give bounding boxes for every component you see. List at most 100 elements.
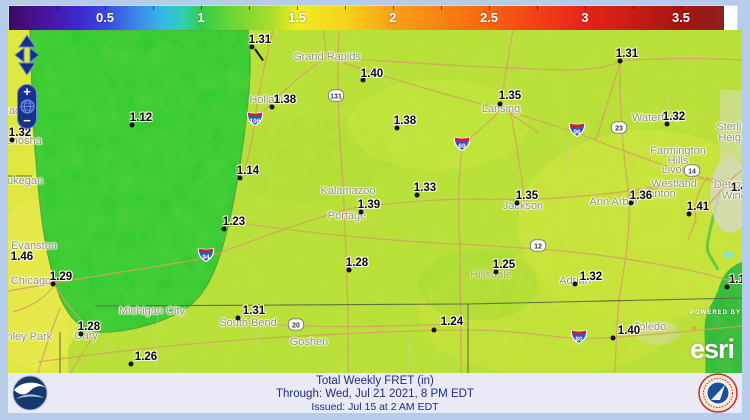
scale-tick: [297, 6, 298, 10]
fret-value-label: 1.33: [413, 182, 437, 194]
fret-value-label: 1.40: [617, 325, 641, 337]
data-point-dot: [235, 315, 241, 321]
data-point-dot: [50, 281, 56, 287]
fret-value-label: 1.31: [248, 34, 272, 46]
city-label: Waterford: [632, 112, 680, 124]
interstate-shield: 69: [453, 136, 472, 157]
us-route-shield: 14: [683, 164, 701, 182]
data-point-dot: [628, 200, 634, 206]
map-title: Total Weekly FRET (in): [316, 375, 434, 387]
data-point-dot: [9, 137, 15, 143]
pan-control[interactable]: [14, 34, 40, 76]
zoom-out-button[interactable]: −: [23, 113, 31, 128]
city-label: Kalamazoo: [320, 185, 376, 197]
scale-label: 2.5: [479, 10, 499, 25]
svg-text:131: 131: [330, 94, 342, 101]
data-point-dot: [414, 192, 420, 198]
fret-value-label: 1.12: [129, 112, 153, 124]
fret-value-label: 1.38: [273, 94, 297, 106]
city-label: Hills: [667, 155, 689, 167]
scale-tick: [585, 6, 586, 10]
fret-value-label: 1.39: [357, 199, 381, 211]
fret-value-label: 1.35: [515, 190, 539, 202]
scale-tick: [681, 6, 682, 10]
city-label: Ann Arbor: [589, 196, 639, 208]
fret-value-label: 1.28: [345, 257, 369, 269]
powered-by-label: POWERED BY: [690, 310, 742, 316]
city-label: Windsor: [721, 190, 742, 202]
city-label: Waukegan: [8, 175, 44, 187]
data-point-dot: [360, 77, 366, 83]
zoom-in-button[interactable]: +: [23, 84, 31, 99]
scale-label: 1.5: [287, 10, 307, 25]
city-label: Heights: [718, 132, 742, 144]
data-point-dot: [497, 101, 503, 107]
fret-value-label: 1.32: [579, 271, 603, 283]
svg-text:12: 12: [534, 244, 542, 251]
fret-value-label: 1.25: [492, 259, 516, 271]
city-label: Kenosha: [8, 135, 42, 147]
city-label: Holland: [249, 94, 287, 106]
globe-home-button[interactable]: [20, 99, 35, 114]
city-label: Portage: [327, 210, 367, 222]
city-label: Michigan City: [118, 305, 186, 317]
scale-label: 3.5: [671, 10, 691, 25]
scale-label: 1: [197, 10, 205, 25]
scale-label: 2: [389, 10, 397, 25]
data-point-dot: [346, 267, 352, 273]
fret-value-label: 1.32: [662, 111, 686, 123]
scale-tick: [441, 6, 442, 10]
data-point-dot: [724, 284, 730, 290]
pan-down-button[interactable]: [18, 62, 36, 76]
data-point-dot: [493, 269, 499, 275]
svg-text:94: 94: [202, 254, 210, 261]
us-route-shield: 12: [529, 239, 547, 257]
scale-tick: [537, 6, 538, 10]
fret-value-label: 1.29: [49, 271, 73, 283]
city-label: Evanston: [11, 240, 57, 252]
noaa-logo-icon: [12, 375, 48, 411]
esri-dot-icon: [692, 325, 696, 330]
nws-logo-icon: [698, 373, 738, 413]
data-point-dot: [394, 125, 400, 131]
fret-value-label: 1.4: [731, 182, 742, 194]
city-label: Detroit: [713, 179, 742, 191]
city-label: Sterling: [716, 121, 742, 133]
data-point-dot: [686, 211, 692, 217]
data-point-dot: [128, 361, 134, 367]
us-route-shield: 131: [327, 89, 345, 107]
scale-tick: [249, 6, 250, 10]
interstate-shield: 96: [568, 122, 587, 143]
scale-tick: [201, 6, 202, 10]
scale-tick: [489, 6, 490, 10]
city-label: Grand Rapids: [293, 51, 361, 63]
data-point-dot: [572, 281, 578, 287]
scale-tick: [105, 6, 106, 10]
map-viewport[interactable]: Grand Rapids Holland Lansing Waterford Sterl…: [8, 30, 742, 373]
svg-text:69: 69: [458, 143, 466, 150]
interstate-shield: 94: [197, 247, 216, 268]
city-label: Tinley Park: [8, 331, 53, 343]
data-point-dot: [78, 331, 84, 337]
scale-tick: [633, 6, 634, 10]
esri-logo: esri: [690, 334, 735, 364]
pan-left-button[interactable]: [14, 46, 25, 64]
city-label: Lansing: [481, 103, 521, 115]
fret-value-label: 1.31: [615, 48, 639, 60]
svg-text:23: 23: [615, 126, 623, 133]
pan-right-button[interactable]: [29, 46, 40, 64]
esri-attribution: POWERED BY esri: [690, 301, 742, 364]
svg-text:20: 20: [292, 323, 300, 330]
scale-tick: [153, 6, 154, 10]
fret-value-label: 1.40: [360, 68, 384, 80]
pan-up-button[interactable]: [18, 34, 36, 48]
data-point-dot: [237, 175, 243, 181]
data-point-dot: [664, 121, 670, 127]
fret-value-label: 1.32: [8, 127, 32, 139]
data-point-dot: [249, 44, 255, 50]
map-caption: Total Weekly FRET (in) Through: Wed, Jul…: [8, 375, 742, 413]
map-canvas: [8, 30, 742, 373]
fret-value-label: 1.46: [10, 251, 34, 263]
city-label: Adrian: [559, 275, 591, 287]
city-label: Farmington: [650, 145, 706, 157]
